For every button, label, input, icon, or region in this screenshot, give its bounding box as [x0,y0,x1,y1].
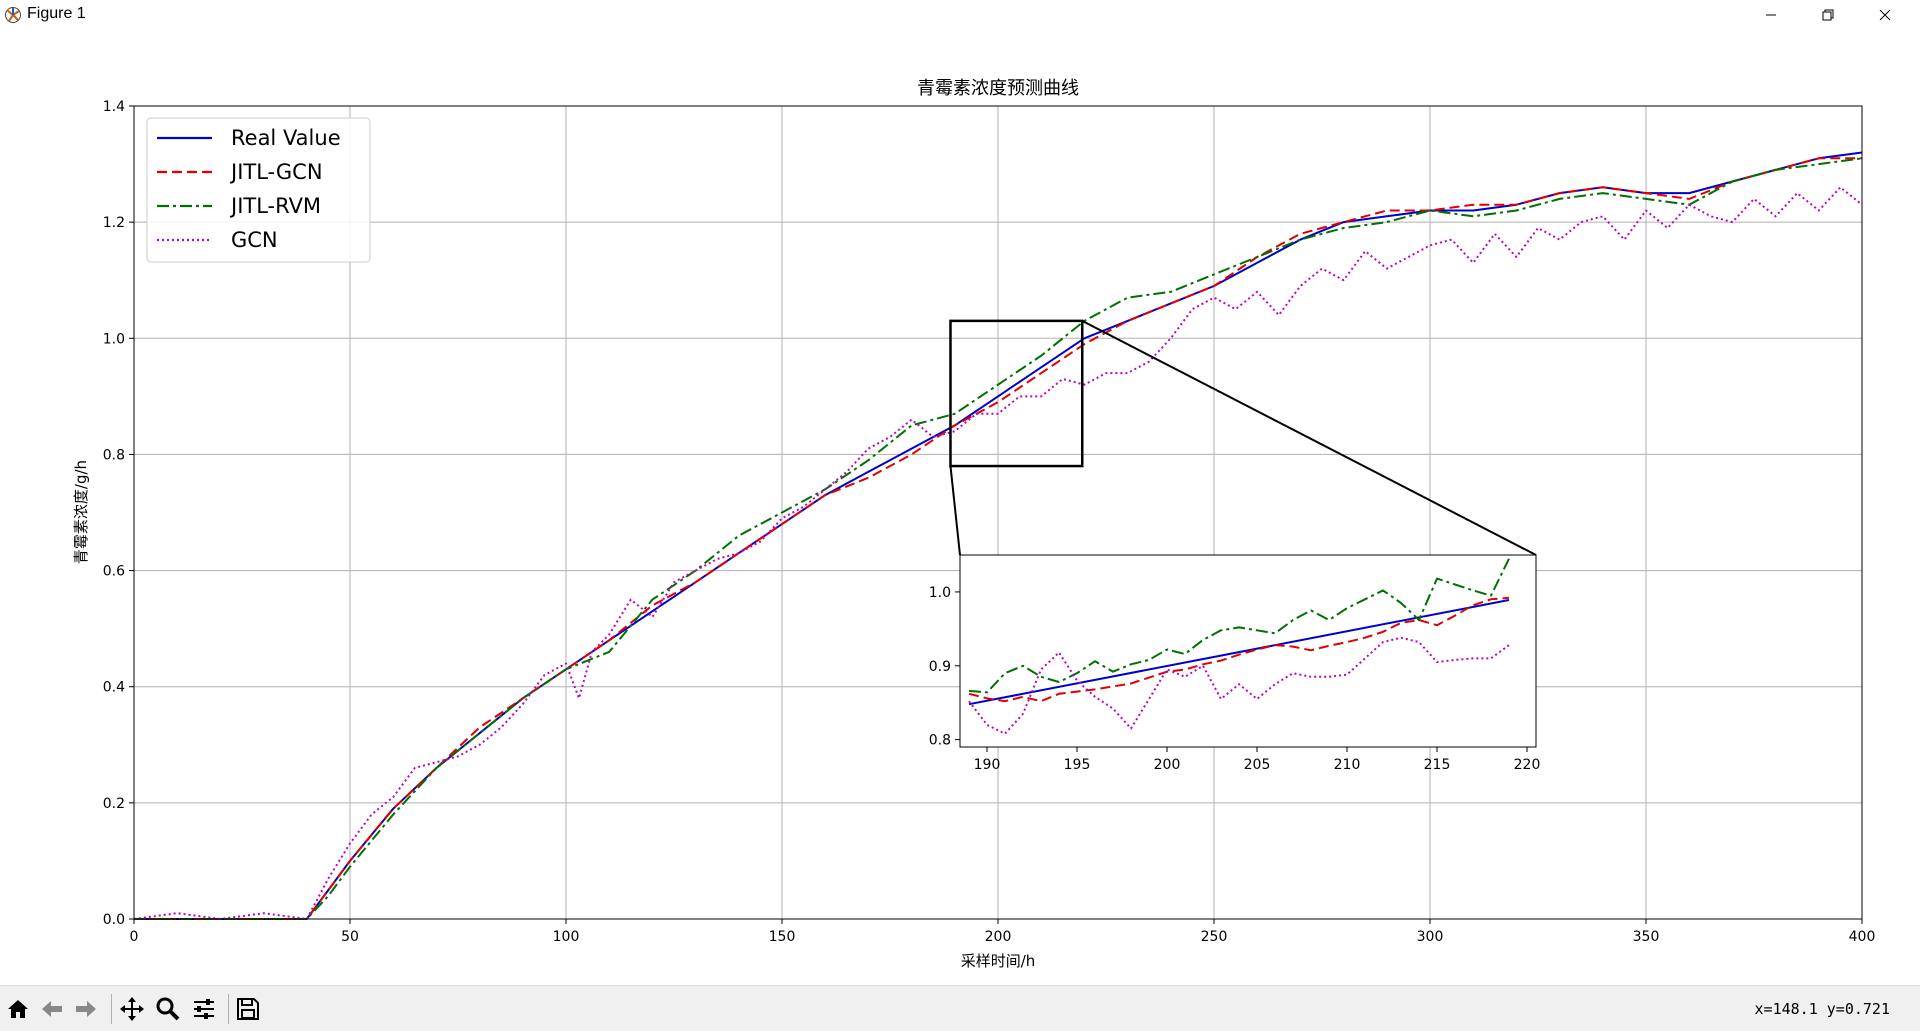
main-series-group [133,151,1863,920]
matplotlib-icon [5,7,21,23]
inset-x-tick-label: 200 [1154,757,1181,773]
legend-label-real-value: Real Value [231,126,341,150]
save-icon [237,998,259,1020]
save-button[interactable] [234,995,262,1023]
zoom-indicator [949,319,1537,556]
home-icon [8,1000,28,1018]
x-tick-label: 350 [1633,929,1660,945]
coordinate-readout: x=148.1 y=0.721 [1754,1000,1890,1018]
inset-ticks: 190 195 200 205 210 215 220 0.8 0.9 1.0 [929,585,1541,773]
x-tick-label: 200 [985,929,1012,945]
x-tick-label: 100 [553,929,580,945]
inset-x-tick-label: 205 [1244,757,1271,773]
zoom-region-box [949,319,1084,468]
x-tick-label: 300 [1417,929,1444,945]
inset-series-group [968,558,1510,735]
inset-x-tick-label: 215 [1424,757,1451,773]
maximize-icon [1822,9,1834,21]
series-line-gcn [133,186,1863,920]
y-tick-label: 0.2 [103,796,125,812]
legend-label-jitl-rvm: JITL-RVM [229,194,321,218]
figure-canvas[interactable]: 0 50 100 150 200 250 300 350 4000.00.20.40.60.81… [0,30,1920,985]
inset-y-tick-label: 0.8 [929,733,951,749]
x-tick-label: 400 [1849,929,1876,945]
back-button[interactable] [38,995,66,1023]
inset-x-tick-label: 195 [1064,757,1091,773]
inset-y-tick-label: 1.0 [929,585,951,601]
close-icon [1879,9,1891,21]
x-tick-label: 50 [341,929,359,945]
home-button[interactable] [4,995,32,1023]
y-tick-label: 0.0 [103,912,125,928]
navigation-toolbar: x=148.1 y=0.721 [0,985,1920,1031]
minimize-button[interactable] [1748,0,1794,30]
zoom-icon [156,997,180,1021]
y-tick-label: 1.4 [103,99,125,115]
inset-x-tick-label: 210 [1334,757,1361,773]
close-button[interactable] [1862,0,1908,30]
zoom-connector-line [1081,319,1537,556]
inset-x-tick-label: 190 [974,757,1001,773]
configure-icon [194,999,214,1019]
inset-series-line-jitl-rvm [968,558,1510,694]
series-line-jitl-rvm [134,157,1863,920]
x-axis-label: 采样时间/h [961,952,1036,970]
back-arrow-icon [42,1001,62,1017]
inset-x-tick-label: 220 [1514,757,1541,773]
zoom-button[interactable] [154,995,182,1023]
minimize-icon [1766,14,1776,16]
forward-button[interactable] [72,995,100,1023]
configure-subplots-button[interactable] [190,995,218,1023]
y-tick-label: 0.4 [103,680,125,696]
legend-box [146,117,371,263]
legend-label-jitl-gcn: JITL-GCN [229,160,323,184]
y-axis-label: 青霉素浓度/g/h [72,460,90,564]
y-tick-label: 1.0 [103,331,125,347]
x-tick-label: 0 [130,929,139,945]
legend: Real Value JITL-GCN JITL-RVM GCN [146,117,371,263]
pan-button[interactable] [118,995,146,1023]
chart-title: 青霉素浓度预测曲线 [917,78,1079,99]
window-title: Figure 1 [27,5,86,22]
legend-label-gcn: GCN [231,228,278,252]
zoom-connector-line [949,465,961,556]
y-tick-label: 1.2 [103,215,125,231]
x-tick-label: 250 [1201,929,1228,945]
main-ticks: 0 50 100 150 200 250 300 350 4000.00.20.40.60.81… [103,99,1876,945]
forward-arrow-icon [76,1001,96,1017]
inset-series-line-real-value [968,599,1510,706]
pan-icon [120,997,144,1021]
inset-y-tick-label: 0.9 [929,659,951,675]
inset-series-line-gcn [968,636,1510,735]
x-tick-label: 150 [769,929,796,945]
title-bar: Figure 1 [0,0,1920,30]
y-tick-label: 0.6 [103,564,125,580]
inset-axes-frame [959,554,1537,748]
inset-series-line-jitl-gcn [968,596,1510,703]
y-tick-label: 0.8 [103,447,125,463]
series-line-jitl-gcn [134,157,1862,920]
maximize-button[interactable] [1805,0,1851,30]
